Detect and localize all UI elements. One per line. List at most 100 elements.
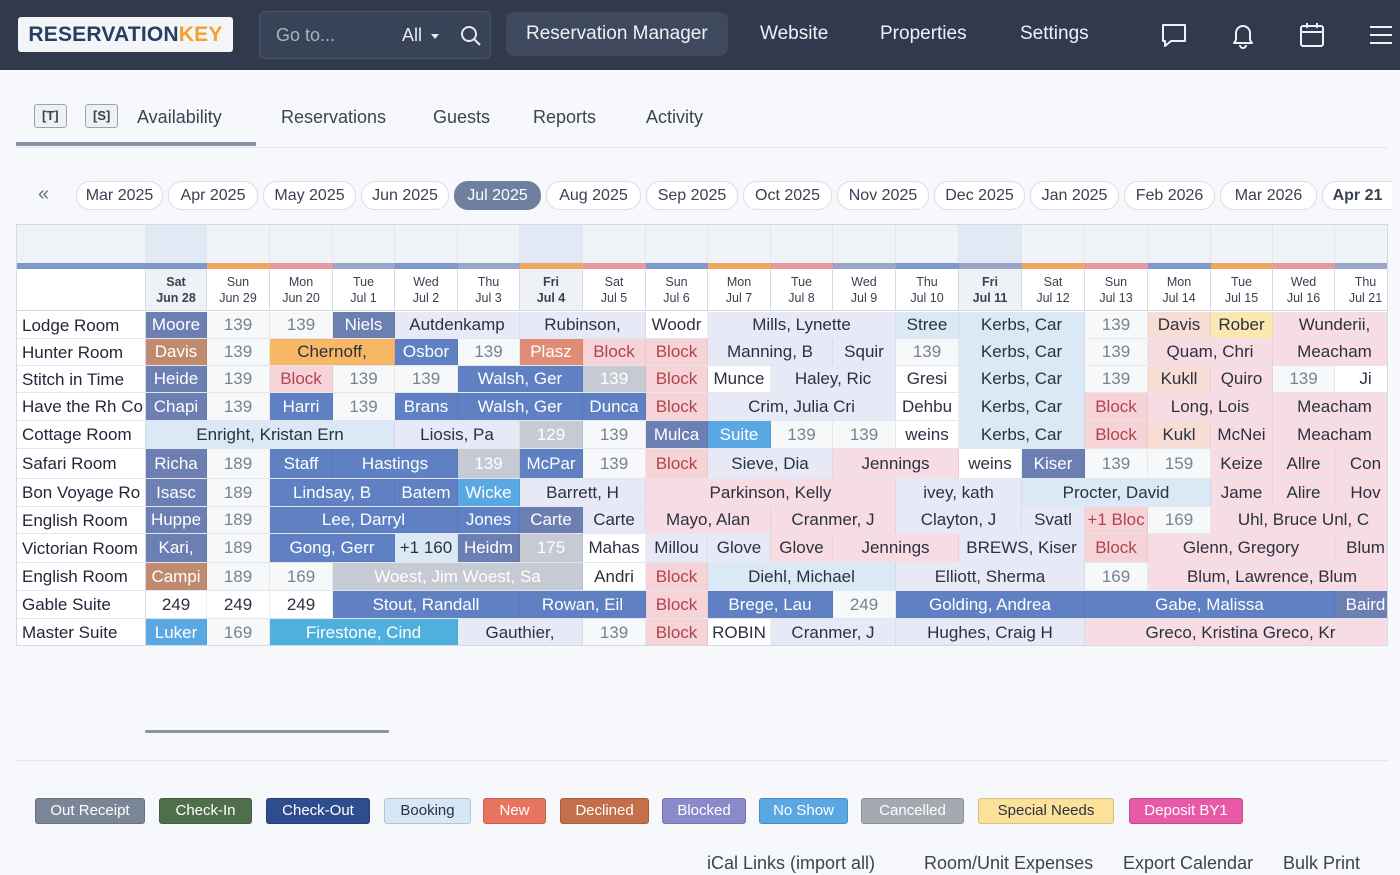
reservation-cell[interactable]: Kerbs, Car [959, 393, 1085, 420]
horizontal-scrollbar[interactable] [145, 730, 389, 733]
reservation-cell[interactable]: weins [959, 449, 1022, 478]
month-pill[interactable]: Jun 2025 [361, 181, 449, 210]
day-header[interactable]: Wed Jul 9 [833, 269, 896, 311]
reservation-cell[interactable]: Baird [1335, 591, 1387, 618]
month-pill[interactable]: Mar 2025 [76, 181, 163, 210]
room-name[interactable]: Victorian Room [17, 534, 146, 563]
month-pill[interactable]: Jul 2025 [454, 181, 541, 210]
reservation-cell[interactable]: Stree [896, 312, 959, 338]
reservation-cell[interactable]: 139 [270, 312, 333, 338]
reservation-cell[interactable]: Dehbu [896, 393, 959, 420]
reservation-cell[interactable]: Keize [1211, 449, 1273, 478]
reservation-cell[interactable]: Manning, B [708, 339, 833, 365]
reservation-cell[interactable]: 139 [583, 449, 646, 478]
bottom-link[interactable]: Room/Unit Expenses [924, 853, 1094, 873]
reservation-cell[interactable]: Staff [270, 449, 333, 478]
reservation-cell[interactable]: Gresi [896, 366, 959, 392]
room-name[interactable]: Lodge Room [17, 312, 146, 339]
reservation-cell[interactable]: Wunderii, [1273, 312, 1387, 338]
reservation-cell[interactable]: Mills, Lynette [708, 312, 896, 338]
reservation-cell[interactable]: Meacham [1273, 339, 1387, 365]
reservation-cell[interactable]: McPar [520, 449, 583, 478]
reservation-cell[interactable]: Quiro [1211, 366, 1273, 392]
bottom-link[interactable]: Bulk Print [1283, 853, 1361, 873]
reservation-cell[interactable]: +1 160 [395, 534, 458, 562]
day-header[interactable]: Tue Jul 15 [1211, 269, 1273, 311]
day-header[interactable]: Sun Jul 6 [646, 269, 708, 311]
reservation-cell[interactable]: Rober [1211, 312, 1273, 338]
reservation-cell[interactable]: Kerbs, Car [959, 366, 1085, 392]
room-name[interactable]: English Room [17, 507, 146, 534]
reservation-cell[interactable]: 139 [1085, 449, 1148, 478]
reservation-cell[interactable]: 139 [207, 366, 270, 392]
search-icon[interactable] [460, 25, 482, 47]
reservation-cell[interactable]: Mahas [583, 534, 646, 562]
reservation-cell[interactable]: Block [646, 366, 708, 392]
reservation-cell[interactable]: Plasz [520, 339, 583, 365]
room-name[interactable]: Have the Rh Co [17, 393, 146, 421]
reservation-cell[interactable]: Alire [1273, 479, 1335, 506]
reservation-cell[interactable]: Mulca [646, 421, 708, 448]
reservation-cell[interactable]: Firestone, Cind [270, 619, 458, 645]
reservation-cell[interactable]: Lee, Darryl [270, 507, 458, 533]
reservation-cell[interactable]: 175 [520, 534, 583, 562]
month-pill[interactable]: Jan 2025 [1030, 181, 1119, 210]
reservation-cell[interactable]: 139 [1085, 312, 1148, 338]
month-pill[interactable]: May 2025 [263, 181, 356, 210]
reservation-cell[interactable]: ivey, kath [896, 479, 1022, 506]
reservation-cell[interactable]: Suite [708, 421, 771, 448]
reservation-cell[interactable]: Meacham [1273, 393, 1387, 420]
reservation-cell[interactable]: Hastings [333, 449, 458, 478]
reservation-cell[interactable]: Block [646, 339, 708, 365]
reservation-cell[interactable]: Con [1335, 449, 1387, 478]
day-header[interactable]: Sun Jul 13 [1085, 269, 1148, 311]
reservation-cell[interactable]: Haley, Ric [771, 366, 896, 392]
reservation-cell[interactable]: 139 [395, 366, 458, 392]
day-header[interactable]: Mon Jul 14 [1148, 269, 1211, 311]
menu-icon[interactable] [1368, 21, 1394, 49]
reservation-cell[interactable]: 139 [896, 339, 959, 365]
reservation-cell[interactable]: Liosis, Pa [395, 421, 520, 448]
nav-properties[interactable]: Properties [880, 23, 967, 44]
reservation-cell[interactable]: Carte [520, 507, 583, 533]
reservation-cell[interactable]: Davis [146, 339, 207, 365]
chevron-down-icon[interactable] [431, 34, 439, 39]
room-name[interactable]: Gable Suite [17, 591, 146, 619]
month-pill[interactable]: Oct 2025 [743, 181, 832, 210]
day-header[interactable]: Wed Jul 2 [395, 269, 458, 311]
reservation-cell[interactable]: Harri [270, 393, 333, 420]
reservation-cell[interactable]: 139 [458, 339, 520, 365]
reservation-cell[interactable]: 169 [270, 563, 333, 590]
reservation-cell[interactable]: Block [646, 619, 708, 645]
reservation-cell[interactable]: Gauthier, [458, 619, 583, 645]
reservation-cell[interactable]: Block [646, 591, 708, 618]
reservation-cell[interactable]: Block [1085, 421, 1148, 448]
nav-settings[interactable]: Settings [1020, 23, 1089, 44]
room-name[interactable]: Hunter Room [17, 339, 146, 366]
bottom-link[interactable]: Export Calendar [1123, 853, 1254, 873]
reservation-cell[interactable]: Davis [1148, 312, 1211, 338]
reservation-cell[interactable]: 249 [833, 591, 896, 618]
reservation-cell[interactable]: Dunca [583, 393, 646, 420]
reservation-cell[interactable]: weins [896, 421, 959, 448]
reservation-cell[interactable]: 139 [333, 393, 395, 420]
reservation-cell[interactable]: Woest, Jim Woest, Sa [333, 563, 583, 590]
reservation-cell[interactable]: Parkinson, Kelly [646, 479, 896, 506]
tab-reservations[interactable]: Reservations [281, 107, 387, 127]
day-header[interactable]: Thu Jul 21 [1335, 269, 1387, 311]
reservation-cell[interactable]: 189 [207, 449, 270, 478]
reservation-cell[interactable]: McNei [1211, 421, 1273, 448]
reservation-cell[interactable]: Huppe [146, 507, 207, 533]
search-scope-select[interactable]: All [402, 25, 423, 45]
day-header[interactable]: Tue Jul 1 [333, 269, 395, 311]
shortcut-s-badge[interactable]: [S] [85, 104, 119, 128]
reservation-cell[interactable]: 139 [207, 312, 270, 338]
reservation-cell[interactable]: Osbor [395, 339, 458, 365]
day-header[interactable]: Fri Jul 11 [959, 269, 1022, 311]
day-header[interactable]: Sat Jul 5 [583, 269, 646, 311]
reservation-cell[interactable]: Meacham [1273, 421, 1387, 448]
month-pill[interactable]: Dec 2025 [934, 181, 1025, 210]
reservation-cell[interactable]: Jame [1211, 479, 1273, 506]
reservation-cell[interactable]: 189 [207, 563, 270, 590]
reservation-cell[interactable]: Moore [146, 312, 207, 338]
